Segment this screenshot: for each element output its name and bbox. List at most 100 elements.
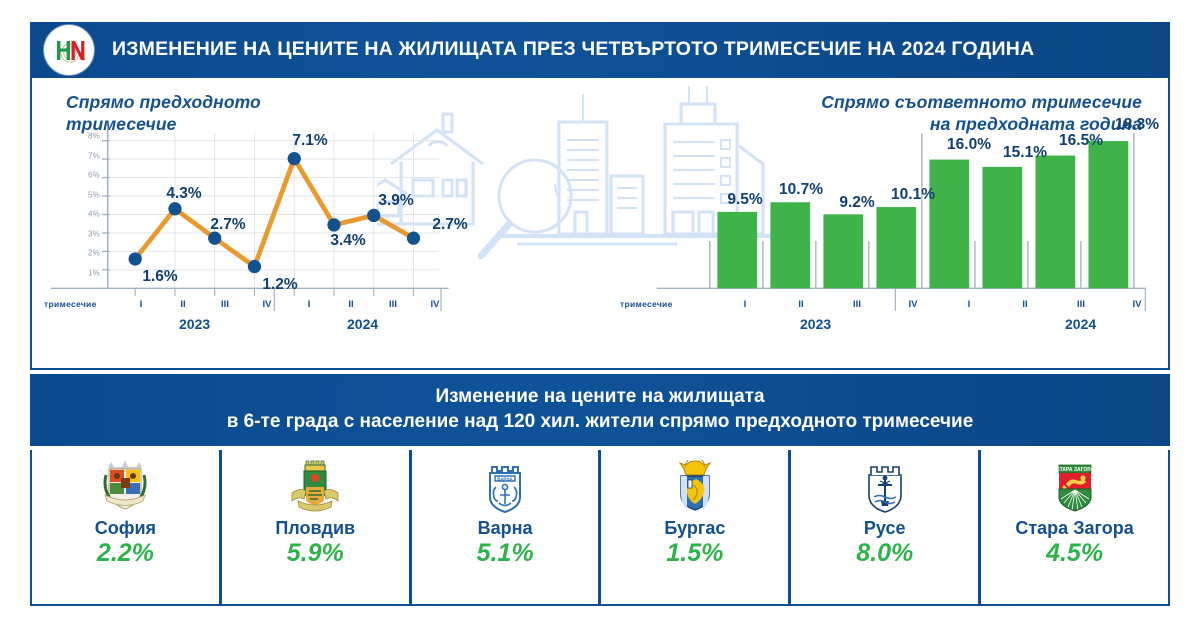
city-name: Бургас (664, 518, 726, 539)
mid-banner: Изменение на цените на жилищата в 6-те г… (30, 374, 1170, 447)
city-name: Варна (477, 518, 533, 539)
bar-2024-q1 (929, 159, 970, 289)
line-chart-subtitle-line1: Спрямо предходното (66, 92, 261, 112)
line-ytick-7: 7% (88, 151, 100, 160)
varna-coat-of-arms-icon: ВАРНА (476, 456, 534, 518)
city-value: 5.9% (286, 538, 344, 567)
bar-label-3: 10.1% (891, 186, 935, 203)
city-value: 5.1% (476, 538, 534, 567)
city-value: 4.5% (1046, 538, 1104, 567)
city-card-ruse[interactable]: Русе 8.0% (791, 450, 982, 604)
line-label-4: 7.1% (292, 132, 328, 149)
svg-text:ВАРНА: ВАРНА (497, 477, 513, 482)
bar-label-1: 10.7% (779, 181, 823, 198)
line-xtick-2024-q1: I (307, 299, 311, 310)
line-xtick-2023-q4: IV (262, 299, 272, 310)
line-label-7: 2.7% (432, 216, 468, 233)
line-chart-section: Спрямо предходното тримесечие (32, 78, 600, 368)
bar-2024-q3 (1035, 155, 1076, 289)
ruse-coat-of-arms-icon (856, 456, 914, 518)
burgas-coat-of-arms-icon (666, 456, 724, 518)
city-card-stara-zagora[interactable]: СТАРА ЗАГОРА Стара Загора 4.5% (981, 450, 1168, 604)
stara-zagora-coat-of-arms-icon: СТАРА ЗАГОРА (1046, 456, 1104, 518)
line-ytick-5: 5% (88, 190, 100, 199)
line-label-5: 3.4% (330, 232, 366, 249)
bar-xtick-2024-q4: IV (1132, 299, 1142, 310)
bar-chart-plot (656, 133, 1146, 312)
city-card-burgas[interactable]: Бургас 1.5% (601, 450, 792, 604)
bar-2023-q1 (717, 211, 758, 289)
bar-chart-subtitle-line1: Спрямо съответното тримесечие (821, 92, 1142, 112)
city-value: 2.2% (96, 538, 154, 567)
bar-label-6: 16.5% (1059, 132, 1103, 149)
line-ytick-3: 3% (88, 229, 100, 238)
svg-text:СТАРА ЗАГОРА: СТАРА ЗАГОРА (1056, 467, 1094, 473)
line-xtick-2024-q2: II (348, 299, 354, 310)
bar-xtick-2024-q3: III (1077, 299, 1085, 310)
city-card-sofia[interactable]: София 2.2% (32, 450, 222, 604)
nsi-logo-icon (44, 25, 94, 75)
bar-label-4: 16.0% (947, 136, 991, 153)
bar-label-0: 9.5% (727, 191, 763, 208)
line-year-2023: 2023 (179, 316, 211, 332)
city-cards-row: София 2.2% Пловдив 5.9% (30, 450, 1170, 606)
bar-year-2024: 2024 (1065, 316, 1097, 332)
city-value: 1.5% (666, 538, 724, 567)
line-series-path (132, 156, 416, 269)
line-ytick-4: 4% (88, 209, 100, 219)
line-xtick-2024-q4: IV (430, 299, 440, 310)
line-xtick-2024-q3: III (389, 299, 397, 310)
line-xtick-2023-q2: II (180, 299, 186, 310)
bar-xtick-2024-q2: II (1022, 299, 1028, 310)
bar-year-2023: 2023 (800, 316, 832, 332)
bar-series (717, 141, 1129, 289)
bar-axis-caption: тримесечие (620, 299, 673, 309)
line-label-3: 1.2% (262, 276, 298, 293)
bar-chart-subtitle: Спрямо съответното тримесечие на предход… (821, 92, 1142, 136)
bar-xtick-2023-q1: I (743, 299, 747, 310)
page-title: ИЗМЕНЕНИЕ НА ЦЕНИТЕ НА ЖИЛИЩАТА ПРЕЗ ЧЕТ… (112, 38, 1035, 61)
bar-xtick-2024-q1: I (967, 299, 971, 310)
line-ytick-1: 1% (88, 268, 100, 277)
line-label-0: 1.6% (142, 268, 178, 285)
bar-2024-q4 (1088, 141, 1129, 289)
line-chart-subtitle-line2: тримесечие (66, 113, 177, 134)
bar-label-7: 18.3% (1115, 116, 1159, 133)
line-label-1: 4.3% (166, 185, 202, 202)
line-series-markers (128, 152, 421, 274)
city-name: Стара Загора (1015, 518, 1134, 539)
bar-xtick-2023-q3: III (853, 299, 861, 310)
plovdiv-coat-of-arms-icon (286, 456, 344, 518)
line-xtick-2023-q3: III (221, 299, 229, 310)
bar-xtick-2023-q2: II (798, 299, 804, 310)
city-card-varna[interactable]: ВАРНА Варна 5.1% (412, 450, 602, 604)
bar-2023-q2 (770, 202, 811, 289)
bar-chart-section: Спрямо съответното тримесечие на предход… (600, 78, 1168, 368)
line-chart-subtitle: Спрямо предходното тримесечие (66, 92, 261, 136)
line-label-2: 2.7% (210, 216, 246, 233)
city-card-plovdiv[interactable]: Пловдив 5.9% (222, 450, 412, 604)
bar-label-5: 15.1% (1003, 144, 1047, 161)
line-ytick-6: 6% (88, 170, 100, 180)
bar-2024-q2 (982, 166, 1023, 289)
city-name: Пловдив (275, 518, 356, 539)
line-xtick-2023-q1: I (139, 299, 143, 310)
bar-label-2: 9.2% (839, 194, 875, 211)
charts-panel: Спрямо предходното тримесечие (30, 78, 1170, 370)
city-name: Русе (863, 518, 906, 539)
city-name: София (94, 518, 157, 539)
line-year-2024: 2024 (347, 316, 379, 332)
line-ytick-2: 2% (88, 248, 100, 258)
line-label-6: 3.9% (378, 192, 414, 209)
city-value: 8.0% (856, 538, 914, 567)
line-ytick-8: 8% (88, 131, 100, 141)
nsi-logo-svg (48, 29, 90, 71)
mid-banner-line2: в 6-те града с население над 120 хил. жи… (226, 411, 974, 433)
line-chart-plot (50, 127, 449, 312)
bar-2023-q3 (823, 214, 864, 289)
bar-xtick-2023-q4: IV (908, 299, 918, 310)
sofia-coat-of-arms-icon (96, 456, 154, 518)
header-bar: ИЗМЕНЕНИЕ НА ЦЕНИТЕ НА ЖИЛИЩАТА ПРЕЗ ЧЕТ… (30, 22, 1170, 78)
line-axis-caption: тримесечие (44, 299, 97, 309)
